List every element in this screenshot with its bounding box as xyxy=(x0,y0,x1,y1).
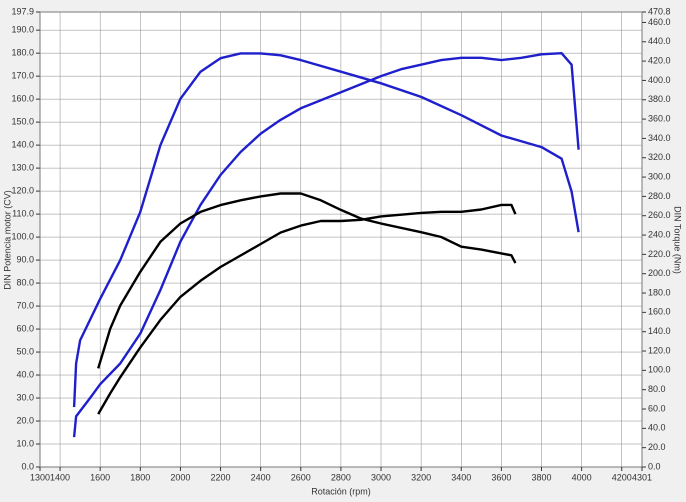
y-tick-label: 60.0 xyxy=(16,323,34,333)
y2-tick-label: 460.0 xyxy=(648,17,671,27)
x-tick-label: 2600 xyxy=(291,472,311,482)
y2-tick-label: 420.0 xyxy=(648,55,671,65)
y-tick-label: 100.0 xyxy=(11,231,34,241)
y2-tick-label: 470.8 xyxy=(648,6,671,16)
y2-tick-label: 140.0 xyxy=(648,326,671,336)
y-tick-label: 150.0 xyxy=(11,117,34,127)
y2-tick-label: 260.0 xyxy=(648,210,671,220)
y-tick-label: 20.0 xyxy=(16,415,34,425)
x-tick-label: 3600 xyxy=(491,472,511,482)
x-tick-label: 2200 xyxy=(211,472,231,482)
y2-tick-label: 0.0 xyxy=(648,461,661,471)
x-tick-label: 4200 xyxy=(612,472,632,482)
y-tick-label: 90.0 xyxy=(16,254,34,264)
y-tick-label: 30.0 xyxy=(16,392,34,402)
y-tick-label: 180.0 xyxy=(11,48,34,58)
curve xyxy=(72,52,580,408)
y-tick-label: 40.0 xyxy=(16,369,34,379)
y2-tick-label: 360.0 xyxy=(648,113,671,123)
y-tick-label: 160.0 xyxy=(11,94,34,104)
y-tick-label: 120.0 xyxy=(11,185,34,195)
y2-tick-label: 180.0 xyxy=(648,287,671,297)
x-tick-label: 2000 xyxy=(170,472,190,482)
x-tick-label: 3200 xyxy=(411,472,431,482)
x-tick-label: 1600 xyxy=(90,472,110,482)
y-tick-label: 10.0 xyxy=(16,438,34,448)
curve xyxy=(97,192,517,369)
x-tick-label: 3000 xyxy=(371,472,391,482)
y-tick-label: 50.0 xyxy=(16,346,34,356)
x-tick-label: 2800 xyxy=(331,472,351,482)
y-tick-label: 197.9 xyxy=(11,6,34,16)
y2-tick-label: 240.0 xyxy=(648,229,671,239)
y2-tick-label: 300.0 xyxy=(648,171,671,181)
y2-tick-label: 20.0 xyxy=(648,442,666,452)
y2-tick-label: 160.0 xyxy=(648,307,671,317)
y2-axis-title: DIN Torque (Nm) xyxy=(673,206,683,274)
y-axis-title: DIN Potencia motor (CV) xyxy=(2,190,12,290)
x-tick-label: 1800 xyxy=(130,472,150,482)
y2-tick-label: 80.0 xyxy=(648,384,666,394)
y2-tick-label: 40.0 xyxy=(648,423,666,433)
x-tick-label: 4000 xyxy=(572,472,592,482)
x-axis-title: Rotación (rpm) xyxy=(311,486,371,496)
y-tick-label: 0.0 xyxy=(21,461,34,471)
curve xyxy=(72,52,580,438)
y-tick-label: 70.0 xyxy=(16,300,34,310)
y2-tick-label: 200.0 xyxy=(648,268,671,278)
x-tick-label: 4301 xyxy=(632,472,652,482)
y-tick-label: 140.0 xyxy=(11,139,34,149)
y2-tick-label: 220.0 xyxy=(648,249,671,259)
y2-tick-label: 380.0 xyxy=(648,94,671,104)
y2-tick-label: 280.0 xyxy=(648,191,671,201)
curve xyxy=(97,203,517,415)
y2-tick-label: 100.0 xyxy=(648,365,671,375)
y-tick-label: 190.0 xyxy=(11,25,34,35)
x-tick-label: 3800 xyxy=(531,472,551,482)
y-tick-label: 110.0 xyxy=(12,208,34,218)
x-tick-label: 1300 xyxy=(30,472,50,482)
y-tick-label: 130.0 xyxy=(11,162,34,172)
y2-tick-label: 120.0 xyxy=(648,345,671,355)
x-tick-label: 2400 xyxy=(251,472,271,482)
y2-tick-label: 400.0 xyxy=(648,75,671,85)
x-tick-label: 3400 xyxy=(451,472,471,482)
y2-tick-label: 60.0 xyxy=(648,403,666,413)
x-tick-label: 1400 xyxy=(50,472,70,482)
y-tick-label: 170.0 xyxy=(11,71,34,81)
y2-tick-label: 320.0 xyxy=(648,152,671,162)
y2-tick-label: 440.0 xyxy=(648,36,671,46)
y-tick-label: 80.0 xyxy=(16,277,34,287)
y2-tick-label: 340.0 xyxy=(648,133,671,143)
